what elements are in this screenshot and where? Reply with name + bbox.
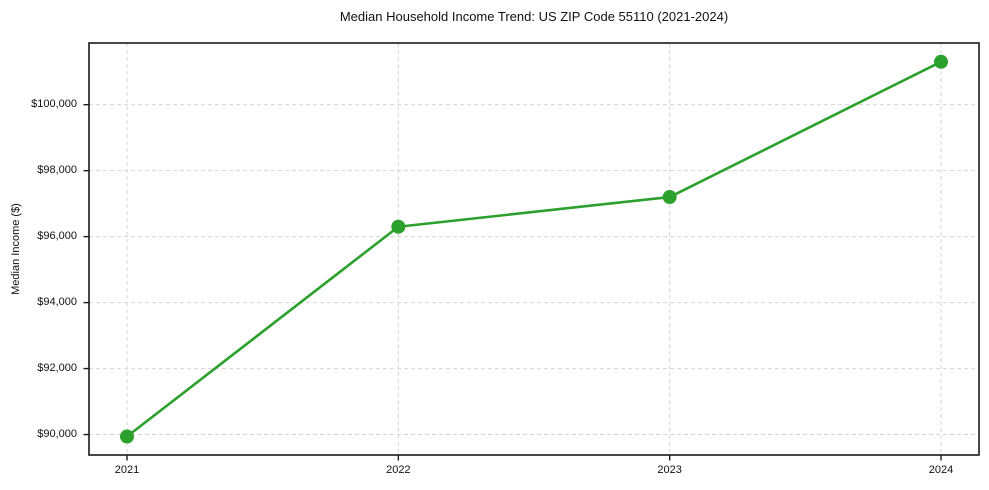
trend-line bbox=[126, 60, 942, 438]
y-tick-label: $94,000 bbox=[37, 296, 77, 309]
x-tick-label: 2023 bbox=[657, 464, 682, 476]
axes-spines bbox=[88, 42, 980, 456]
x-tick-label: 2022 bbox=[386, 464, 411, 476]
y-tick-label: $100,000 bbox=[31, 98, 77, 111]
y-tick-label: $92,000 bbox=[37, 362, 77, 375]
y-tick-label: $98,000 bbox=[37, 164, 77, 177]
data-point-marker bbox=[119, 429, 134, 444]
data-point-marker bbox=[662, 190, 677, 205]
chart-title: Median Household Income Trend: US ZIP Co… bbox=[339, 9, 729, 24]
y-axis-label: Median Income ($) bbox=[10, 203, 22, 295]
y-tick-label: $90,000 bbox=[37, 428, 77, 441]
x-tick-label: 2024 bbox=[928, 464, 954, 476]
data-point-marker bbox=[391, 219, 406, 234]
x-tick-label: 2021 bbox=[114, 464, 140, 476]
data-point-marker bbox=[934, 54, 949, 69]
y-tick-label: $96,000 bbox=[37, 230, 77, 243]
